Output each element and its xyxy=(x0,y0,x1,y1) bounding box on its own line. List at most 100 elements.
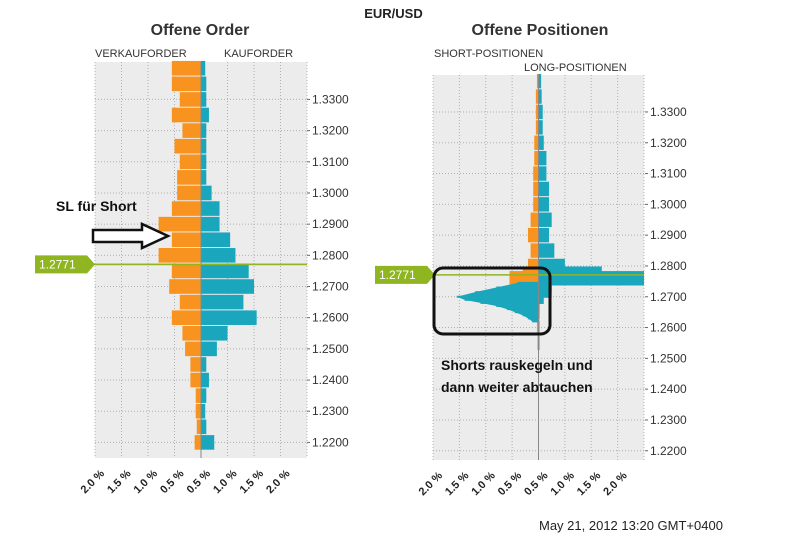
position-long-bar xyxy=(538,166,547,181)
sl-arrow-icon xyxy=(91,222,171,250)
position-x-tick-label: 1.0 % xyxy=(469,470,498,499)
order-sell-bar xyxy=(195,403,201,419)
order-buy-bar xyxy=(201,357,207,372)
shorts-annotation-line1: Shorts rauskegeln und xyxy=(441,357,593,373)
position-y-tick-label: 1.3000 xyxy=(650,197,687,211)
shorts-annotation-line2: dann weiter abtauchen xyxy=(441,379,593,395)
order-buy-bar xyxy=(201,232,231,248)
position-y-tick-label: 1.3300 xyxy=(650,105,687,119)
order-buy-bar xyxy=(201,123,207,138)
position-x-tick-label: 1.5 % xyxy=(443,470,472,499)
order-y-tick-label: 1.2600 xyxy=(312,311,349,325)
position-y-tick-label: 1.2300 xyxy=(650,413,687,427)
position-short-bar xyxy=(522,314,539,317)
order-price-flag-label: 1.2771 xyxy=(39,257,76,271)
position-long-bar xyxy=(538,227,550,243)
sell-orders-label: VERKAUFORDER xyxy=(95,48,187,60)
order-sell-bar xyxy=(179,294,201,310)
position-short-bar xyxy=(537,335,539,351)
order-price-flag xyxy=(35,255,95,274)
order-buy-bar xyxy=(201,248,236,263)
order-x-tick-label: 2.0 % xyxy=(264,468,293,497)
order-buy-bar xyxy=(201,76,207,92)
order-sell-bar xyxy=(171,263,201,279)
position-x-tick-label: 2.0 % xyxy=(601,470,630,499)
order-sell-bar xyxy=(196,419,201,435)
order-buy-bar xyxy=(201,170,207,185)
position-short-bar xyxy=(514,311,539,314)
position-short-bar xyxy=(475,291,539,294)
position-long-bar xyxy=(538,104,543,120)
order-sell-bar xyxy=(179,154,201,170)
order-chart: 1.2771 1.3300 1.3200 1.3100 1.3000 1.2900 1.28… xyxy=(35,60,349,497)
position-short-bar xyxy=(534,135,539,150)
position-short-bar xyxy=(536,320,539,335)
position-short-bar xyxy=(496,286,539,289)
position-x-tick-label: 0.5 % xyxy=(522,470,551,499)
position-y-tick-label: 1.2500 xyxy=(650,351,687,365)
position-long-bar xyxy=(538,271,644,286)
order-sell-bar xyxy=(194,435,201,450)
order-sell-bar xyxy=(190,372,201,388)
position-chart-title: Offene Positionen xyxy=(471,22,609,39)
order-sell-bar xyxy=(190,357,201,372)
order-buy-bar xyxy=(201,201,220,216)
order-sell-bar xyxy=(171,201,201,216)
order-x-tick-label: 1.5 % xyxy=(238,468,267,497)
position-short-bar xyxy=(527,227,539,243)
order-y-tick-label: 1.2700 xyxy=(312,280,349,294)
position-short-bar xyxy=(496,305,539,307)
order-buy-bar xyxy=(201,279,254,294)
order-buy-bar xyxy=(201,310,257,325)
order-buy-bar xyxy=(201,60,206,76)
order-x-tick-label: 1.0 % xyxy=(211,468,240,497)
position-short-bar xyxy=(530,243,539,258)
position-short-bar xyxy=(533,181,539,197)
order-sell-bar xyxy=(185,341,201,357)
position-long-bar xyxy=(538,181,550,197)
order-x-tick-label: 0.5 % xyxy=(158,468,187,497)
order-buy-bar xyxy=(201,435,215,450)
order-buy-bar xyxy=(201,154,207,170)
order-buy-bar xyxy=(201,294,244,310)
order-buy-bar xyxy=(201,107,209,123)
position-x-tick-label: 1.0 % xyxy=(549,470,578,499)
order-sell-bar xyxy=(171,232,201,248)
order-x-tick-label: 0.5 % xyxy=(185,468,214,497)
short-highlight-box xyxy=(432,266,552,336)
position-long-bar xyxy=(538,243,555,258)
position-price-flag xyxy=(375,265,435,284)
position-long-bar xyxy=(538,150,547,166)
order-buy-bar xyxy=(201,325,228,341)
order-sell-bar xyxy=(171,76,201,92)
order-chart-title: Offene Order xyxy=(150,22,250,39)
order-x-tick-label: 1.5 % xyxy=(105,468,134,497)
position-short-bar xyxy=(532,320,539,323)
order-y-tick-label: 1.3200 xyxy=(312,124,349,138)
position-short-bar xyxy=(536,73,539,89)
position-y-tick-label: 1.2200 xyxy=(650,444,687,458)
order-y-tick-label: 1.2400 xyxy=(312,373,349,387)
order-sell-bar xyxy=(182,325,201,341)
position-short-bar xyxy=(506,308,539,311)
order-buy-bar xyxy=(201,138,207,154)
position-y-tick-label: 1.2600 xyxy=(650,321,687,335)
order-sell-bar xyxy=(177,185,201,201)
position-y-tick-label: 1.2800 xyxy=(650,259,687,273)
position-chart: 1.2771 1.3300 1.3200 1.3100 1.3000 1.2900 1.28… xyxy=(375,73,687,499)
order-y-tick-label: 1.3000 xyxy=(312,186,349,200)
position-x-tick-label: 0.5 % xyxy=(496,470,525,499)
position-long-bar xyxy=(538,135,544,150)
order-y-tick-label: 1.2500 xyxy=(312,342,349,356)
order-sell-bar xyxy=(171,310,201,325)
position-short-bar xyxy=(464,298,539,301)
order-y-tick-label: 1.3300 xyxy=(312,92,349,106)
position-short-bar xyxy=(535,104,539,120)
order-buy-bar xyxy=(201,388,207,403)
position-long-bar xyxy=(538,304,540,320)
position-price-flag-label: 1.2771 xyxy=(379,268,416,282)
position-y-tick-label: 1.3100 xyxy=(650,167,687,181)
order-sell-bar xyxy=(177,170,201,185)
position-short-bar xyxy=(456,295,539,298)
order-sell-bar xyxy=(158,216,201,232)
